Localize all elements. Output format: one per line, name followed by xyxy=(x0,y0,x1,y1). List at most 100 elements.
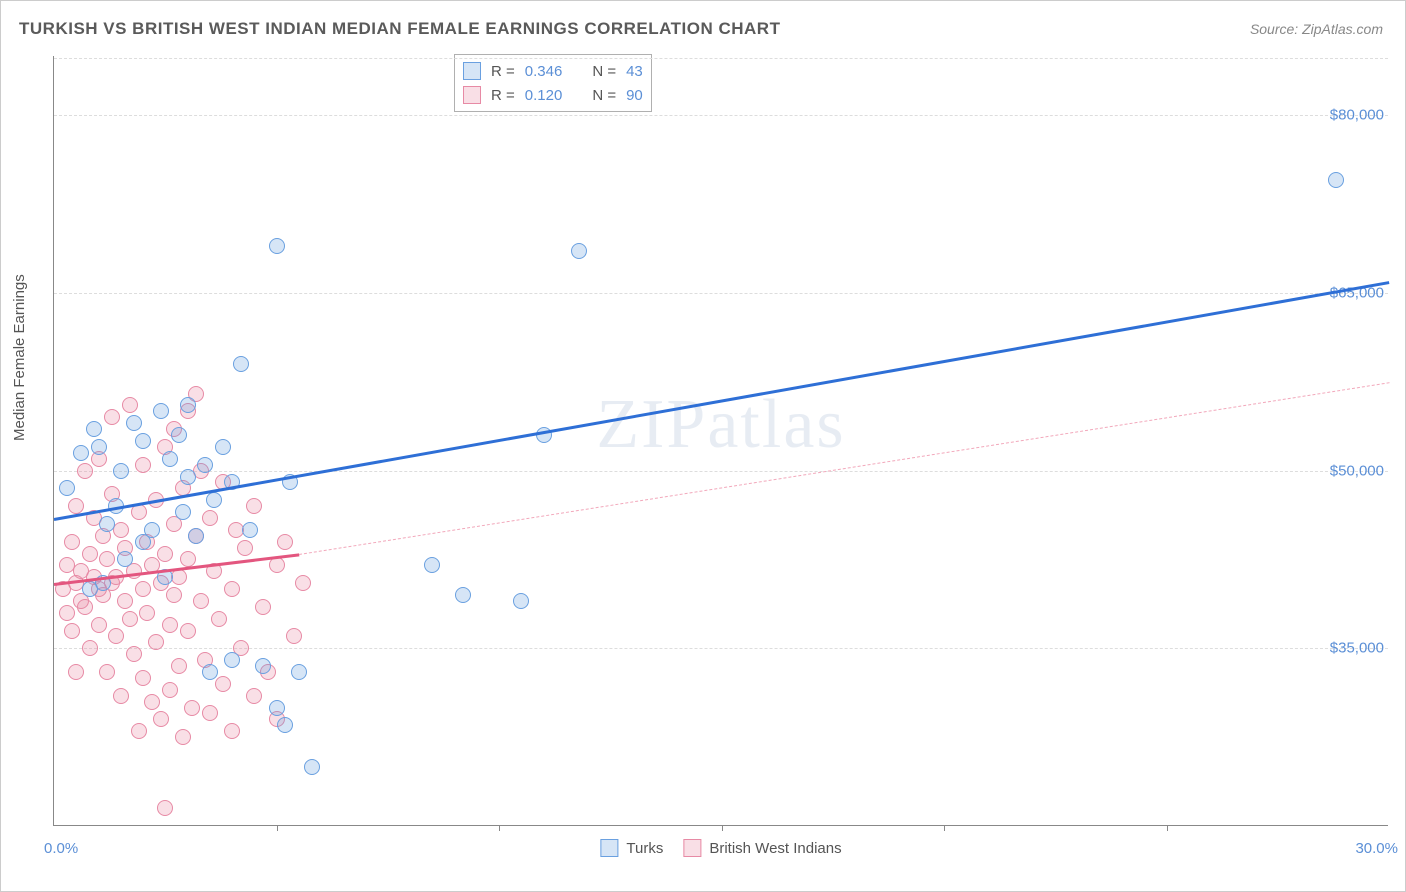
point-turks xyxy=(180,397,196,413)
point-bwi xyxy=(122,397,138,413)
point-bwi xyxy=(82,640,98,656)
point-bwi xyxy=(202,510,218,526)
point-bwi xyxy=(246,688,262,704)
legend-r-value-turks: 0.346 xyxy=(525,63,563,80)
point-turks xyxy=(113,463,129,479)
trend-line xyxy=(299,382,1389,555)
point-bwi xyxy=(68,664,84,680)
point-bwi xyxy=(117,593,133,609)
legend-item-bwi: British West Indians xyxy=(683,839,841,857)
point-bwi xyxy=(122,611,138,627)
legend-label-turks: Turks xyxy=(626,840,663,857)
point-bwi xyxy=(166,587,182,603)
point-turks xyxy=(144,522,160,538)
point-bwi xyxy=(148,634,164,650)
point-turks xyxy=(1328,172,1344,188)
point-bwi xyxy=(180,623,196,639)
point-bwi xyxy=(104,409,120,425)
point-turks xyxy=(277,717,293,733)
point-turks xyxy=(206,492,222,508)
point-bwi xyxy=(59,605,75,621)
point-turks xyxy=(171,427,187,443)
point-turks xyxy=(304,759,320,775)
point-turks xyxy=(91,439,107,455)
y-tick-label: $50,000 xyxy=(1330,462,1384,479)
legend-swatch-bwi xyxy=(463,86,481,104)
legend-label-bwi: British West Indians xyxy=(709,840,841,857)
x-tick-mark xyxy=(722,825,723,831)
legend-n-label: N = xyxy=(592,87,616,104)
point-bwi xyxy=(175,729,191,745)
x-tick-mark xyxy=(277,825,278,831)
trend-line xyxy=(54,281,1390,521)
point-bwi xyxy=(157,546,173,562)
point-bwi xyxy=(99,664,115,680)
point-bwi xyxy=(144,694,160,710)
point-bwi xyxy=(99,551,115,567)
point-turks xyxy=(291,664,307,680)
point-bwi xyxy=(295,575,311,591)
point-turks xyxy=(99,516,115,532)
point-bwi xyxy=(171,658,187,674)
source-label: Source: ZipAtlas.com xyxy=(1250,21,1383,37)
point-bwi xyxy=(131,723,147,739)
point-turks xyxy=(135,433,151,449)
legend-item-turks: Turks xyxy=(600,839,663,857)
point-turks xyxy=(269,238,285,254)
legend-swatch-turks xyxy=(600,839,618,857)
point-turks xyxy=(202,664,218,680)
point-bwi xyxy=(286,628,302,644)
chart-container: TURKISH VS BRITISH WEST INDIAN MEDIAN FE… xyxy=(0,0,1406,892)
point-turks xyxy=(233,356,249,372)
chart-title: TURKISH VS BRITISH WEST INDIAN MEDIAN FE… xyxy=(19,19,780,39)
gridline-h xyxy=(54,471,1388,472)
point-turks xyxy=(255,658,271,674)
x-tick-mark xyxy=(944,825,945,831)
point-bwi xyxy=(211,611,227,627)
legend-n-value-turks: 43 xyxy=(626,63,643,80)
point-turks xyxy=(215,439,231,455)
point-bwi xyxy=(139,605,155,621)
plot-area: ZIPatlas R = 0.346 N = 43 R = 0.120 N = … xyxy=(53,56,1388,826)
point-bwi xyxy=(113,688,129,704)
watermark: ZIPatlas xyxy=(596,385,845,465)
x-axis-start-label: 0.0% xyxy=(44,840,78,857)
point-bwi xyxy=(246,498,262,514)
point-bwi xyxy=(68,498,84,514)
y-tick-label: $80,000 xyxy=(1330,107,1384,124)
point-bwi xyxy=(64,623,80,639)
point-turks xyxy=(73,445,89,461)
point-bwi xyxy=(91,617,107,633)
point-bwi xyxy=(77,463,93,479)
gridline-h xyxy=(54,293,1388,294)
point-bwi xyxy=(224,581,240,597)
legend-swatch-bwi xyxy=(683,839,701,857)
x-tick-mark xyxy=(499,825,500,831)
legend-series: Turks British West Indians xyxy=(600,839,841,857)
x-axis-end-label: 30.0% xyxy=(1355,840,1398,857)
point-turks xyxy=(153,403,169,419)
point-bwi xyxy=(157,800,173,816)
gridline-h xyxy=(54,58,1388,59)
point-bwi xyxy=(108,628,124,644)
point-bwi xyxy=(184,700,200,716)
legend-n-value-bwi: 90 xyxy=(626,87,643,104)
point-bwi xyxy=(162,682,178,698)
x-tick-mark xyxy=(1167,825,1168,831)
point-bwi xyxy=(153,711,169,727)
point-turks xyxy=(162,451,178,467)
legend-r-value-bwi: 0.120 xyxy=(525,87,563,104)
point-turks xyxy=(126,415,142,431)
point-bwi xyxy=(77,599,93,615)
gridline-h xyxy=(54,115,1388,116)
point-turks xyxy=(424,557,440,573)
point-turks xyxy=(571,243,587,259)
point-turks xyxy=(513,593,529,609)
point-bwi xyxy=(202,705,218,721)
point-turks xyxy=(224,652,240,668)
gridline-h xyxy=(54,648,1388,649)
point-bwi xyxy=(237,540,253,556)
point-turks xyxy=(269,700,285,716)
point-bwi xyxy=(135,581,151,597)
point-turks xyxy=(180,469,196,485)
